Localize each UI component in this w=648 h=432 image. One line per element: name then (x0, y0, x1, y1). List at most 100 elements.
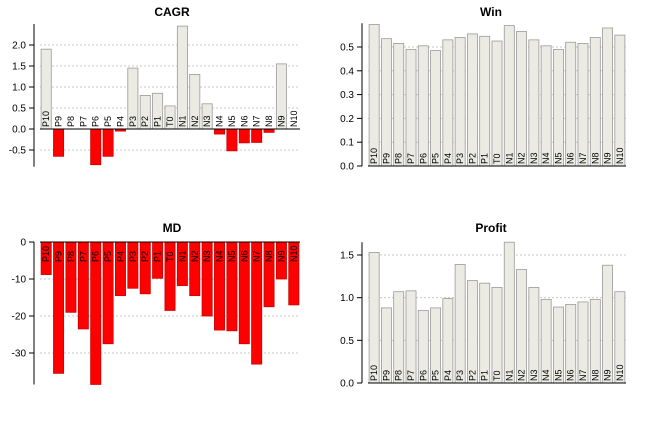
profit-category-label: N7 (578, 369, 588, 381)
cagr-y-tick-label: 0.5 (12, 104, 26, 115)
profit-category-label: P6 (418, 370, 428, 381)
win-y-tick-label: 0.1 (340, 138, 354, 149)
cagr-category-label: P3 (128, 116, 138, 127)
profit-panel: Profit 1.5 1.0 0.5 0.0 P10 P9 P8 P7 P6 P5 P4 P3 P2 P1… (340, 221, 626, 390)
cagr-y-tick-label: 1.0 (12, 83, 26, 94)
cagr-bar (90, 128, 102, 166)
cagr-category-label: N10 (289, 110, 299, 127)
cagr-y-tick-label: -0.5 (9, 146, 27, 157)
cagr-category-label: T0 (165, 116, 175, 127)
profit-bar (466, 280, 478, 384)
profit-bar (528, 287, 540, 384)
profit-y-tick-label: 0.0 (340, 379, 354, 390)
cagr-bar (53, 128, 65, 157)
win-bar (540, 45, 552, 167)
md-category-label: P4 (115, 251, 125, 262)
md-category-label: P10 (41, 246, 51, 262)
profit-bar (368, 252, 380, 384)
profit-bar (516, 269, 528, 384)
md-category-label: P7 (78, 251, 88, 262)
profit-category-label: N3 (529, 369, 539, 381)
md-category-label: P5 (103, 251, 113, 262)
md-category-label: P8 (66, 251, 76, 262)
cagr-bar (251, 128, 263, 143)
profit-category-label: P9 (381, 370, 391, 381)
cagr-bar (226, 128, 238, 152)
win-bar (405, 48, 417, 167)
profit-category-label: P1 (480, 370, 490, 381)
profit-bar (405, 290, 417, 384)
md-category-label: N8 (264, 250, 274, 262)
profit-category-label: T0 (492, 370, 502, 381)
md-title: MD (163, 221, 182, 235)
win-y-tick-label: 0.0 (340, 162, 354, 173)
win-bar (393, 43, 405, 167)
profit-category-label: P3 (455, 370, 465, 381)
cagr-bar (214, 128, 225, 135)
cagr-category-label: P6 (91, 116, 101, 127)
cagr-bar (176, 25, 188, 130)
win-category-label: P4 (443, 153, 453, 164)
profit-category-label: P7 (406, 370, 416, 381)
cagr-category-label: N8 (264, 115, 274, 127)
cagr-y-tick-label: 1.5 (12, 62, 26, 73)
md-category-label: N5 (227, 250, 237, 262)
md-bar (90, 241, 102, 385)
md-category-label: P9 (54, 251, 64, 262)
win-category-label: T0 (492, 153, 502, 164)
win-category-label: N4 (541, 152, 551, 164)
profit-category-label: P8 (394, 370, 404, 381)
profit-bar (454, 263, 466, 384)
win-category-label: N10 (615, 147, 625, 164)
cagr-category-label: N5 (227, 115, 237, 127)
win-bar (479, 35, 491, 167)
profit-bar (503, 241, 515, 384)
cagr-y-tick-label: 0.0 (12, 125, 26, 136)
win-category-label: N9 (603, 152, 613, 164)
win-category-label: P10 (369, 148, 379, 164)
profit-title: Profit (475, 221, 506, 235)
win-category-label: N1 (504, 152, 514, 164)
cagr-category-label: N4 (215, 115, 225, 127)
win-bar (577, 43, 589, 167)
win-bar (589, 37, 601, 167)
profit-y-tick-label: 1.0 (340, 293, 354, 304)
cagr-bar (238, 128, 250, 144)
win-bar (552, 48, 564, 167)
profit-category-label: P4 (443, 370, 453, 381)
profit-category-label: N1 (504, 369, 514, 381)
md-bar (115, 241, 126, 297)
md-category-label: P3 (128, 251, 138, 262)
profit-bar (393, 291, 405, 384)
md-category-label: N9 (276, 250, 286, 262)
cagr-title: CAGR (154, 5, 190, 19)
profit-bar (602, 264, 614, 384)
win-category-label: N3 (529, 152, 539, 164)
md-bar (139, 241, 151, 295)
win-category-label: P2 (467, 153, 477, 164)
md-category-label: N3 (202, 250, 212, 262)
cagr-bar (102, 128, 114, 157)
win-category-label: P7 (406, 153, 416, 164)
win-category-label: N8 (590, 152, 600, 164)
cagr-category-label: P7 (78, 116, 88, 127)
profit-category-label: N4 (541, 369, 551, 381)
profit-category-label: N6 (566, 369, 576, 381)
win-category-label: P5 (431, 153, 441, 164)
cagr-category-label: N2 (190, 115, 200, 127)
win-category-label: N6 (566, 152, 576, 164)
profit-y-tick-label: 0.5 (340, 336, 354, 347)
cagr-category-label: N3 (202, 115, 212, 127)
win-bar (380, 38, 392, 167)
cagr-category-label: N7 (252, 115, 262, 127)
cagr-category-label: P10 (41, 111, 51, 127)
cagr-bar (263, 128, 275, 133)
win-bar (466, 33, 478, 167)
win-category-label: P9 (381, 153, 391, 164)
cagr-category-label: N1 (177, 115, 187, 127)
profit-bar (491, 287, 503, 384)
profit-category-label: P5 (431, 370, 441, 381)
